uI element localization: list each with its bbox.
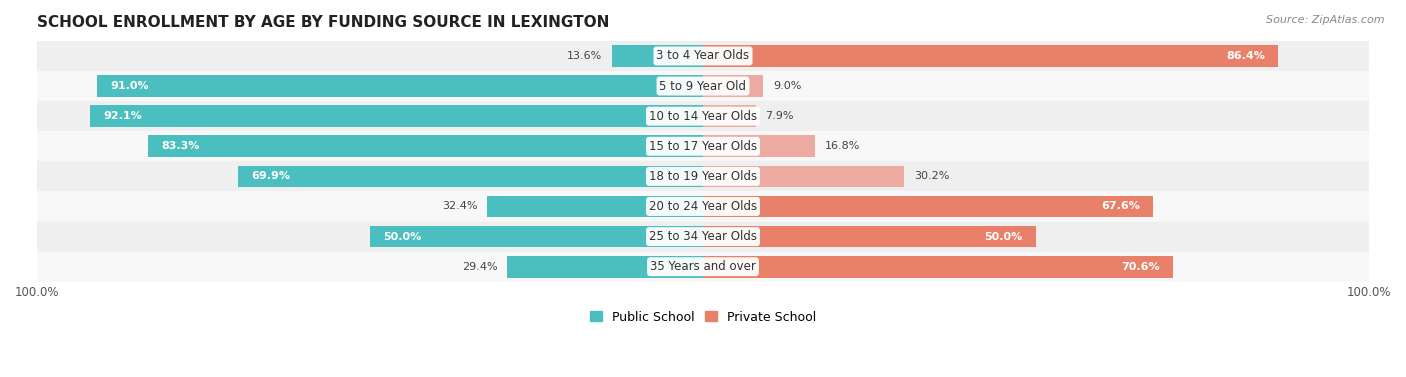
- Text: 67.6%: 67.6%: [1101, 201, 1140, 211]
- Text: 5 to 9 Year Old: 5 to 9 Year Old: [659, 80, 747, 92]
- Text: 92.1%: 92.1%: [103, 111, 142, 121]
- Text: 32.4%: 32.4%: [441, 201, 477, 211]
- Bar: [238, 166, 703, 187]
- Text: 50.0%: 50.0%: [984, 231, 1022, 242]
- Text: 35 Years and over: 35 Years and over: [650, 260, 756, 273]
- Bar: [488, 196, 703, 217]
- Text: 25 to 34 Year Olds: 25 to 34 Year Olds: [650, 230, 756, 243]
- Bar: [97, 75, 703, 97]
- Bar: [37, 252, 1369, 282]
- Text: 83.3%: 83.3%: [162, 141, 200, 151]
- Bar: [703, 135, 815, 157]
- Bar: [508, 256, 703, 277]
- Text: 15 to 17 Year Olds: 15 to 17 Year Olds: [650, 140, 756, 153]
- Bar: [37, 71, 1369, 101]
- Bar: [90, 105, 703, 127]
- Text: 10 to 14 Year Olds: 10 to 14 Year Olds: [650, 110, 756, 123]
- Bar: [703, 166, 904, 187]
- Bar: [370, 226, 703, 247]
- Text: 70.6%: 70.6%: [1121, 262, 1160, 272]
- Bar: [37, 192, 1369, 222]
- Text: 91.0%: 91.0%: [111, 81, 149, 91]
- Text: 29.4%: 29.4%: [461, 262, 498, 272]
- Bar: [613, 45, 703, 67]
- Text: 86.4%: 86.4%: [1226, 51, 1265, 61]
- Bar: [149, 135, 703, 157]
- Bar: [37, 131, 1369, 161]
- Text: 69.9%: 69.9%: [250, 172, 290, 181]
- Bar: [37, 101, 1369, 131]
- Text: 9.0%: 9.0%: [773, 81, 801, 91]
- Text: 7.9%: 7.9%: [766, 111, 794, 121]
- Text: 16.8%: 16.8%: [825, 141, 860, 151]
- Bar: [37, 161, 1369, 192]
- Bar: [37, 41, 1369, 71]
- Text: SCHOOL ENROLLMENT BY AGE BY FUNDING SOURCE IN LEXINGTON: SCHOOL ENROLLMENT BY AGE BY FUNDING SOUR…: [37, 15, 610, 30]
- Text: 50.0%: 50.0%: [384, 231, 422, 242]
- Text: 20 to 24 Year Olds: 20 to 24 Year Olds: [650, 200, 756, 213]
- Text: 30.2%: 30.2%: [914, 172, 949, 181]
- Legend: Public School, Private School: Public School, Private School: [585, 305, 821, 328]
- Bar: [703, 256, 1173, 277]
- Bar: [703, 105, 755, 127]
- Text: Source: ZipAtlas.com: Source: ZipAtlas.com: [1267, 15, 1385, 25]
- Bar: [703, 226, 1036, 247]
- Text: 13.6%: 13.6%: [567, 51, 603, 61]
- Text: 18 to 19 Year Olds: 18 to 19 Year Olds: [650, 170, 756, 183]
- Text: 3 to 4 Year Olds: 3 to 4 Year Olds: [657, 49, 749, 63]
- Bar: [37, 222, 1369, 252]
- Bar: [703, 196, 1153, 217]
- Bar: [703, 45, 1278, 67]
- Bar: [703, 75, 763, 97]
